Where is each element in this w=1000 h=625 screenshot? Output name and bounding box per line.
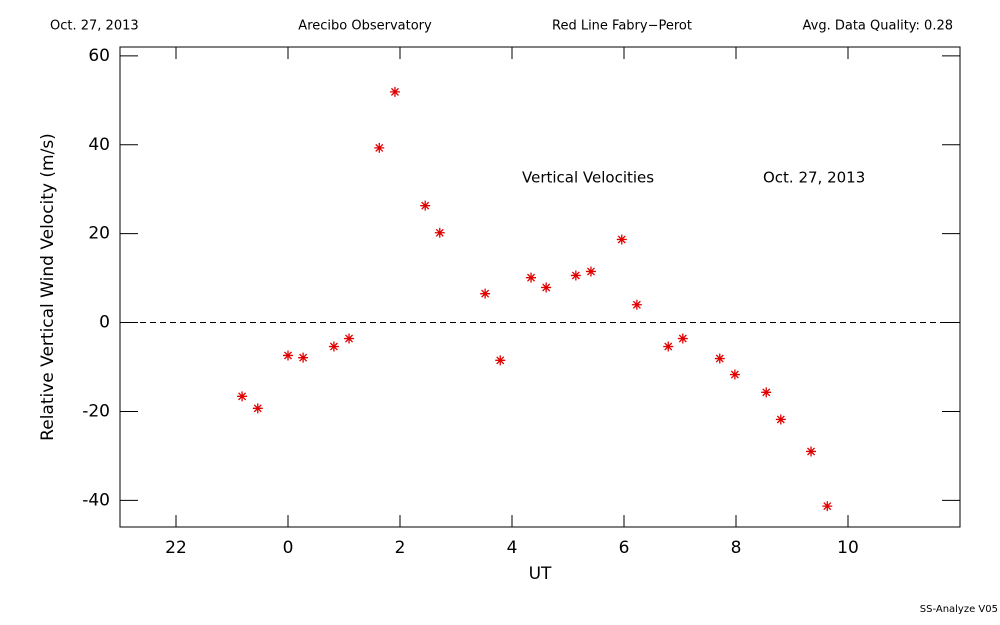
data-point [761,387,772,398]
data-point [495,355,506,366]
x-tick-label: 22 [165,538,187,558]
x-tick-label: 8 [731,538,742,558]
data-point [541,282,552,293]
data-point [729,369,740,380]
y-tick-label: 40 [88,135,110,155]
data-point [775,414,786,425]
header-date: Oct. 27, 2013 [50,19,139,34]
x-tick-label: 0 [283,538,294,558]
data-point [526,272,537,283]
data-point [822,501,833,512]
header-quality: Avg. Data Quality: 0.28 [803,19,953,34]
plot-frame [119,46,961,528]
data-point [631,299,642,310]
data-point [283,350,293,361]
data-point [420,200,431,211]
data-point [585,266,596,277]
data-point [252,403,263,414]
data-point [237,391,248,402]
data-point [616,234,627,245]
data-point [663,341,674,352]
annotation: Oct. 27, 2013 [763,169,865,187]
data-point [714,353,725,364]
data-point [570,270,581,281]
x-tick-label: 4 [507,538,518,558]
data-point [389,86,400,97]
y-tick-label: 60 [88,46,110,66]
x-tick-label: 10 [837,538,859,558]
annotation: Vertical Velocities [522,169,654,187]
data-point [298,352,309,363]
data-point [434,227,445,238]
data-point [328,341,339,352]
data-point [677,333,688,344]
data-point [344,333,355,344]
header-observatory: Arecibo Observatory [298,19,432,34]
data-point [806,446,817,457]
y-axis-label: Relative Vertical Wind Velocity (m/s) [38,133,58,441]
x-axis-label: UT [529,564,552,584]
y-tick-label: -40 [82,490,110,510]
y-tick-label: 0 [99,313,110,333]
data-point [374,142,385,153]
header-instrument: Red Line Fabry−Perot [552,19,692,34]
data-point [480,288,491,299]
y-tick-label: -20 [82,401,110,421]
x-tick-label: 2 [395,538,406,558]
x-tick-label: 6 [619,538,630,558]
footer: SS-Analyze V05 [920,604,998,615]
y-tick-label: 20 [88,224,110,244]
